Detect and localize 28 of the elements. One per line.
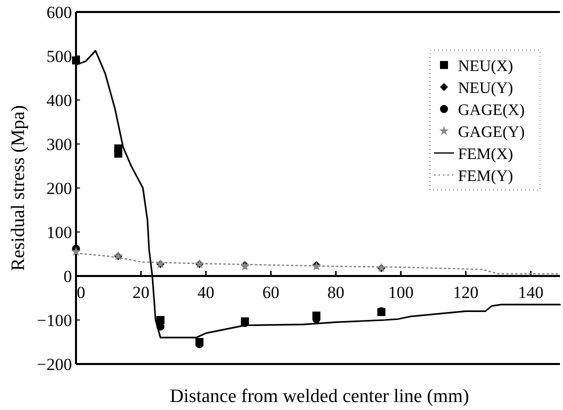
x-axis-title: Distance from welded center line (mm)	[170, 386, 470, 407]
y-tick-label: 0	[64, 267, 72, 286]
x-tick-label: 140	[518, 283, 544, 302]
y-tick-label: 500	[46, 47, 72, 66]
legend-label: FEM(X)	[458, 146, 514, 163]
x-tick-label: 0	[76, 283, 86, 302]
y-tick-label: 300	[46, 135, 72, 154]
point	[72, 56, 80, 64]
legend-label: FEM(Y)	[458, 168, 514, 185]
y-tick-label: −200	[36, 355, 72, 374]
legend-label: NEU(X)	[458, 58, 514, 75]
point	[71, 246, 81, 256]
x-tick-label: 100	[388, 283, 414, 302]
point	[114, 150, 122, 158]
legend-label: GAGE(Y)	[458, 124, 525, 141]
x-tick-label: 20	[132, 283, 150, 302]
y-tick-label: 200	[46, 179, 72, 198]
y-tick-label: −100	[36, 311, 72, 330]
y-tick-label: 600	[46, 3, 72, 22]
y-tick-label: 100	[46, 223, 72, 242]
x-tick-label: 120	[453, 283, 479, 302]
x-tick-label: 40	[197, 283, 214, 302]
y-tick-label: 400	[46, 91, 72, 110]
x-tick-label: 80	[327, 283, 344, 302]
legend-label: GAGE(X)	[458, 102, 525, 119]
legend-label: NEU(Y)	[458, 80, 514, 97]
x-tick-label: 60	[262, 283, 280, 302]
y-axis-title: Residual stress (Mpa)	[8, 105, 29, 271]
